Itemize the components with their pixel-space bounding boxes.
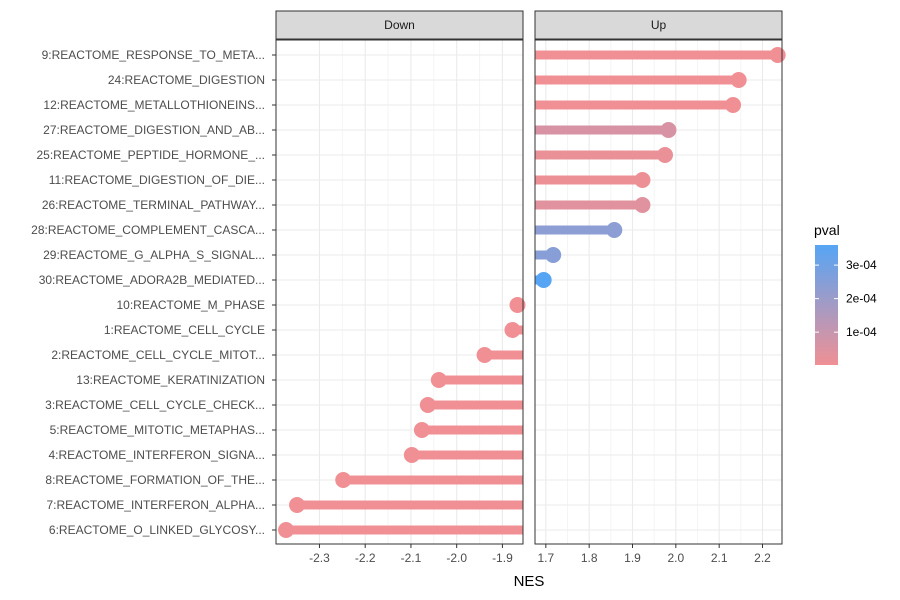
- point-25-reactome-peptide-hormone: [657, 147, 673, 163]
- stem-layer: [286, 50, 778, 535]
- y-axis-labels: 9:REACTOME_RESPONSE_TO_META... 24:REACTOM…: [31, 48, 276, 537]
- x-tick-label-down: -2.1: [401, 551, 422, 565]
- y-tick-label: 11:REACTOME_DIGESTION_OF_DIE...: [49, 173, 265, 187]
- y-tick-label: 13:REACTOME_KERATINIZATION: [76, 373, 265, 387]
- y-tick-label: 24:REACTOME_DIGESTION: [108, 73, 265, 87]
- x-tick-label-down: -1.9: [492, 551, 513, 565]
- legend-title: pval: [814, 222, 840, 238]
- point-6-reactome-o-linked-glycosy: [278, 522, 295, 538]
- legend-tick-label: 1e-04: [846, 325, 877, 339]
- x-tick-label-up: 1.8: [581, 551, 598, 565]
- x-tick-label-up: 2.0: [667, 551, 684, 565]
- y-tick-label: 29:REACTOME_G_ALPHA_S_SIGNAL...: [43, 248, 265, 262]
- point-29-reactome-g-alpha-s-signal: [545, 247, 562, 263]
- y-tick-label: 7:REACTOME_INTERFERON_ALPHA...: [47, 498, 266, 512]
- y-tick-label: 3:REACTOME_CELL_CYCLE_CHECK...: [45, 398, 265, 412]
- y-tick-label: 4:REACTOME_INTERFERON_SIGNA...: [49, 448, 266, 462]
- y-tick-label: 26:REACTOME_TERMINAL_PATHWAY...: [42, 198, 265, 212]
- x-tick-label-up: 1.9: [624, 551, 641, 565]
- y-tick-label: 27:REACTOME_DIGESTION_AND_AB...: [43, 123, 265, 137]
- x-tick-label-up: 1.7: [537, 551, 554, 565]
- panel-down-background: [276, 40, 523, 544]
- x-tick-label-up: 2.2: [754, 551, 771, 565]
- point-1-reactome-cell-cycle: [504, 322, 521, 338]
- point-5-reactome-mitotic-metaphas: [413, 422, 430, 438]
- strip-down-label: Down: [384, 18, 415, 32]
- point-12-reactome-metallothioneins: [725, 97, 742, 113]
- y-tick-label: 1:REACTOME_CELL_CYCLE: [104, 323, 265, 337]
- y-tick-label: 25:REACTOME_PEPTIDE_HORMONE_...: [36, 148, 265, 162]
- point-2-reactome-cell-cycle-mitot: [476, 347, 493, 363]
- panel-up-background: [535, 40, 782, 544]
- x-tick-label-down: -2.2: [355, 551, 376, 565]
- legend: pval 1e-04 2e-04 3e-04: [814, 222, 877, 365]
- panel-down-border: [275, 39, 524, 545]
- panel-up-border: [534, 39, 783, 545]
- y-tick-label: 28:REACTOME_COMPLEMENT_CASCA...: [31, 223, 265, 237]
- strip-up: [534, 10, 783, 40]
- x-axis-ticks: -2.3 -2.2 -2.1 -2.0 -1.9 1.7 1.8 1.9 2.0 2.1 2.2: [309, 544, 771, 565]
- point-26-reactome-terminal-pathway: [634, 197, 651, 213]
- y-tick-label: 12:REACTOME_METALLOTHIONEINS...: [43, 98, 265, 112]
- point-30-reactome-adora2b-mediated: [535, 272, 552, 288]
- x-tick-label-up: 2.1: [711, 551, 728, 565]
- point-9-reactome-response-to-meta: [769, 47, 786, 63]
- point-10-reactome-m-phase: [509, 297, 526, 313]
- point-4-reactome-interferon-signa: [403, 447, 420, 463]
- legend-ticks: 1e-04 2e-04 3e-04: [815, 258, 877, 339]
- point-13-reactome-keratinization: [430, 372, 447, 388]
- legend-tick-label: 2e-04: [846, 292, 877, 306]
- y-tick-label: 9:REACTOME_RESPONSE_TO_META...: [42, 48, 265, 62]
- strip-up-label: Up: [651, 18, 667, 32]
- point-8-reactome-formation-of-the: [335, 472, 352, 488]
- y-tick-label: 8:REACTOME_FORMATION_OF_THE...: [45, 473, 265, 487]
- point-7-reactome-interferon-alpha: [289, 497, 306, 513]
- y-tick-label: 30:REACTOME_ADORA2B_MEDIATED...: [39, 273, 265, 287]
- point-layer: [278, 47, 786, 538]
- point-24-reactome-digestion: [730, 72, 747, 88]
- point-27-reactome-digestion-and-ab: [660, 122, 677, 138]
- point-11-reactome-digestion-of-die: [634, 172, 651, 188]
- y-tick-label: 10:REACTOME_M_PHASE: [117, 298, 266, 312]
- y-tick-label: 6:REACTOME_O_LINKED_GLYCOSY...: [49, 523, 265, 537]
- grid-layer: [276, 40, 782, 544]
- point-28-reactome-complement-casca: [606, 222, 623, 238]
- strip-down: [275, 10, 524, 40]
- x-tick-label-down: -2.0: [446, 551, 467, 565]
- x-tick-label-down: -2.3: [309, 551, 330, 565]
- legend-colorbar: [815, 245, 838, 365]
- y-tick-label: 2:REACTOME_CELL_CYCLE_MITOT...: [51, 348, 265, 362]
- y-tick-label: 5:REACTOME_MITOTIC_METAPHAS...: [50, 423, 265, 437]
- point-3-reactome-cell-cycle-check: [419, 397, 436, 413]
- legend-tick-label: 3e-04: [846, 258, 877, 272]
- x-axis-title: NES: [514, 573, 545, 590]
